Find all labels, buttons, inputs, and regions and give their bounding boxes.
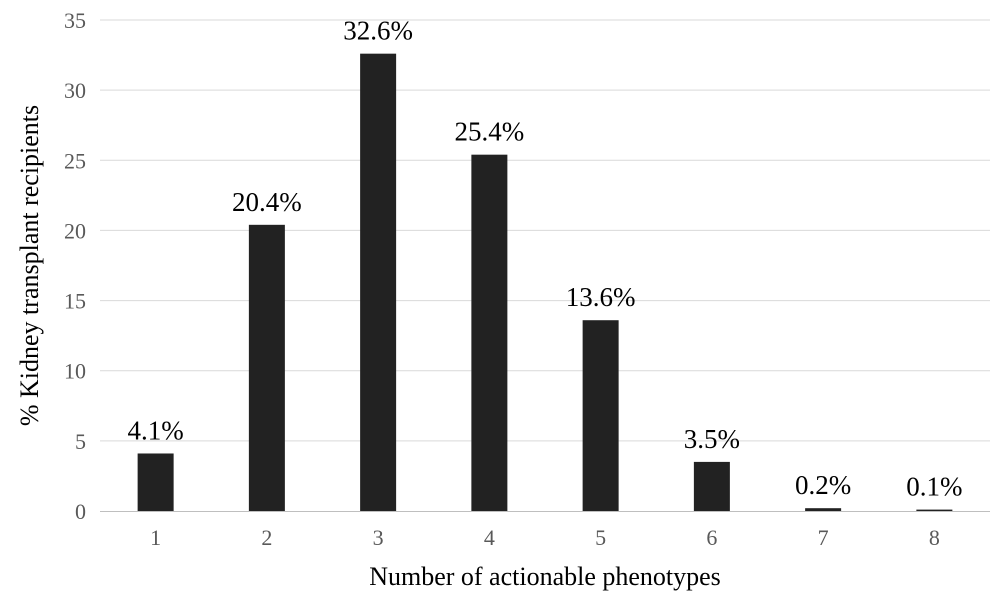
y-tick-label-6: 30 [64, 78, 86, 103]
x-tick-label-5: 5 [595, 525, 606, 550]
bar-2 [248, 224, 285, 511]
bar-1 [137, 453, 174, 511]
x-tick-label-7: 7 [818, 525, 829, 550]
bar-5 [582, 320, 619, 511]
data-label-1: 4.1% [128, 415, 184, 445]
bar-3 [360, 53, 397, 511]
x-tick-label-3: 3 [373, 525, 384, 550]
y-tick-label-2: 10 [64, 359, 86, 384]
y-axis-title: % Kidney transplant recipients [15, 105, 44, 426]
data-label-4: 25.4% [455, 117, 525, 147]
data-label-2: 20.4% [232, 187, 302, 217]
y-tick-label-5: 25 [64, 148, 86, 173]
bar-4 [471, 154, 508, 511]
bars [137, 53, 953, 511]
data-label-6: 3.5% [684, 424, 740, 454]
bar-8 [916, 509, 953, 511]
x-axis-title: Number of actionable phenotypes [369, 562, 721, 591]
x-tick-label-6: 6 [706, 525, 717, 550]
y-tick-label-0: 0 [75, 499, 86, 524]
gridlines [100, 19, 990, 442]
y-tick-label-7: 35 [64, 8, 86, 33]
y-tick-label-1: 5 [75, 429, 86, 454]
data-label-7: 0.2% [795, 470, 851, 500]
x-tick-label-1: 1 [150, 525, 161, 550]
bar-6 [693, 461, 730, 511]
x-tick-label-8: 8 [929, 525, 940, 550]
y-tick-label-3: 15 [64, 289, 86, 314]
bar-7 [805, 508, 842, 511]
y-tick-label-4: 20 [64, 218, 86, 243]
data-label-5: 13.6% [566, 282, 636, 312]
data-labels: 4.1% 20.4% 32.6% 25.4% 13.6% 3.5% 0.2% 0.1% [128, 16, 963, 502]
data-label-8: 0.1% [906, 472, 962, 502]
x-axis-ticks: 1 2 3 4 5 6 7 8 [150, 525, 940, 550]
y-axis-ticks: 0 5 10 15 20 25 30 35 [64, 8, 86, 524]
x-tick-label-2: 2 [261, 525, 272, 550]
data-label-3: 32.6% [343, 16, 413, 46]
x-tick-label-4: 4 [484, 525, 495, 550]
